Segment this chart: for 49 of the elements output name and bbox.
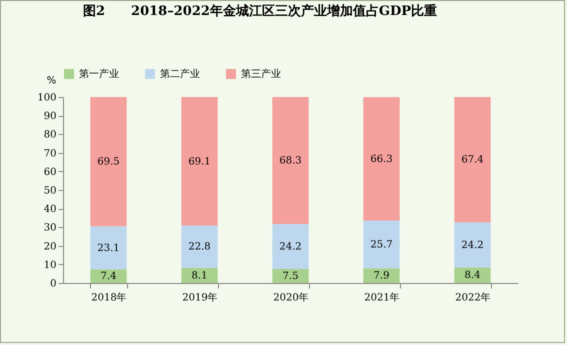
y-tick-label: 90	[44, 111, 56, 122]
data-label: 23.1	[97, 242, 120, 254]
y-tick-label: 20	[44, 241, 56, 252]
bar	[454, 222, 491, 268]
y-tick-label: 40	[44, 204, 56, 216]
legend-label: 第三产业	[241, 68, 281, 80]
data-label: 7.9	[374, 270, 390, 282]
data-label: 7.4	[100, 271, 116, 282]
bar	[90, 269, 127, 283]
data-label: 8.4	[464, 270, 480, 282]
bar	[363, 220, 400, 268]
bar	[272, 224, 309, 270]
chart-title: 图2 2018–2022年金城江区三次产业增加值占GDP比重	[83, 3, 438, 19]
x-tick-label: 2020年	[273, 292, 309, 304]
y-tick-label: 50	[44, 186, 56, 196]
y-tick-label: 100	[37, 92, 56, 104]
bar	[181, 268, 218, 283]
y-tick-label: 60	[44, 166, 56, 178]
data-label: 67.4	[461, 154, 484, 166]
data-label: 8.1	[192, 270, 208, 282]
data-label: 25.7	[370, 239, 393, 250]
data-label: 24.2	[461, 240, 484, 251]
x-tick-label: 2022年	[455, 292, 491, 304]
legend-label: 第一产业	[79, 68, 119, 80]
x-tick-label: 2019年	[182, 292, 218, 304]
bar	[272, 97, 309, 224]
data-label: 7.5	[282, 271, 298, 282]
data-label: 69.5	[97, 156, 120, 168]
y-tick-label: 0	[50, 278, 56, 290]
data-label: 24.2	[279, 242, 302, 253]
legend-label: 第二产业	[160, 68, 200, 80]
data-label: 66.3	[370, 154, 393, 165]
data-label: 68.3	[279, 156, 302, 167]
bar	[363, 97, 400, 221]
y-tick-label: 10	[44, 260, 56, 271]
bar	[272, 269, 309, 283]
data-label: 69.1	[188, 156, 211, 168]
y-tick-label: 80	[44, 130, 56, 141]
x-tick-label: 2018年	[91, 292, 127, 304]
y-tick-label: 30	[44, 222, 56, 234]
y-axis-title: %	[46, 76, 56, 86]
bar	[90, 97, 127, 226]
bar	[181, 97, 218, 226]
bar	[181, 226, 218, 268]
data-label: 22.8	[188, 242, 211, 253]
x-tick-label: 2021年	[364, 292, 400, 304]
bar	[90, 226, 127, 270]
y-tick-label: 70	[44, 148, 56, 160]
bar	[454, 97, 491, 222]
